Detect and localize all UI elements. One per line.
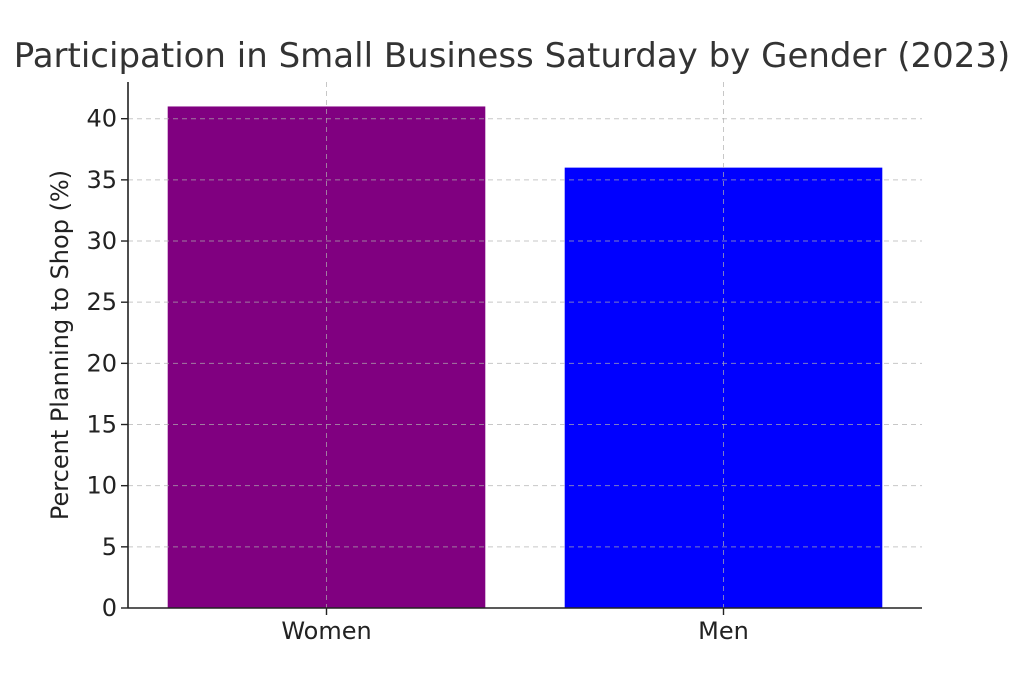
- y-tick-label: 5: [102, 533, 117, 561]
- y-axis-label: Percent Planning to Shop (%): [46, 170, 74, 520]
- y-axis-ticks: 0 5 10 15 20 25 30 35 40: [86, 105, 128, 622]
- chart-title: Participation in Small Business Saturday…: [14, 36, 1011, 76]
- x-tick-label: Women: [281, 617, 371, 645]
- y-tick-label: 35: [86, 166, 117, 194]
- axes: [127, 82, 922, 609]
- y-tick-label: 40: [86, 105, 117, 133]
- y-tick-label: 15: [86, 411, 117, 439]
- y-tick-label: 0: [102, 594, 117, 622]
- y-tick-label: 25: [86, 288, 117, 316]
- x-axis-ticks: Women Men: [281, 608, 749, 645]
- y-tick-label: 30: [86, 227, 117, 255]
- bars: [167, 106, 883, 608]
- y-tick-label: 10: [86, 472, 117, 500]
- y-tick-label: 20: [86, 349, 117, 377]
- x-tick-label: Men: [698, 617, 749, 645]
